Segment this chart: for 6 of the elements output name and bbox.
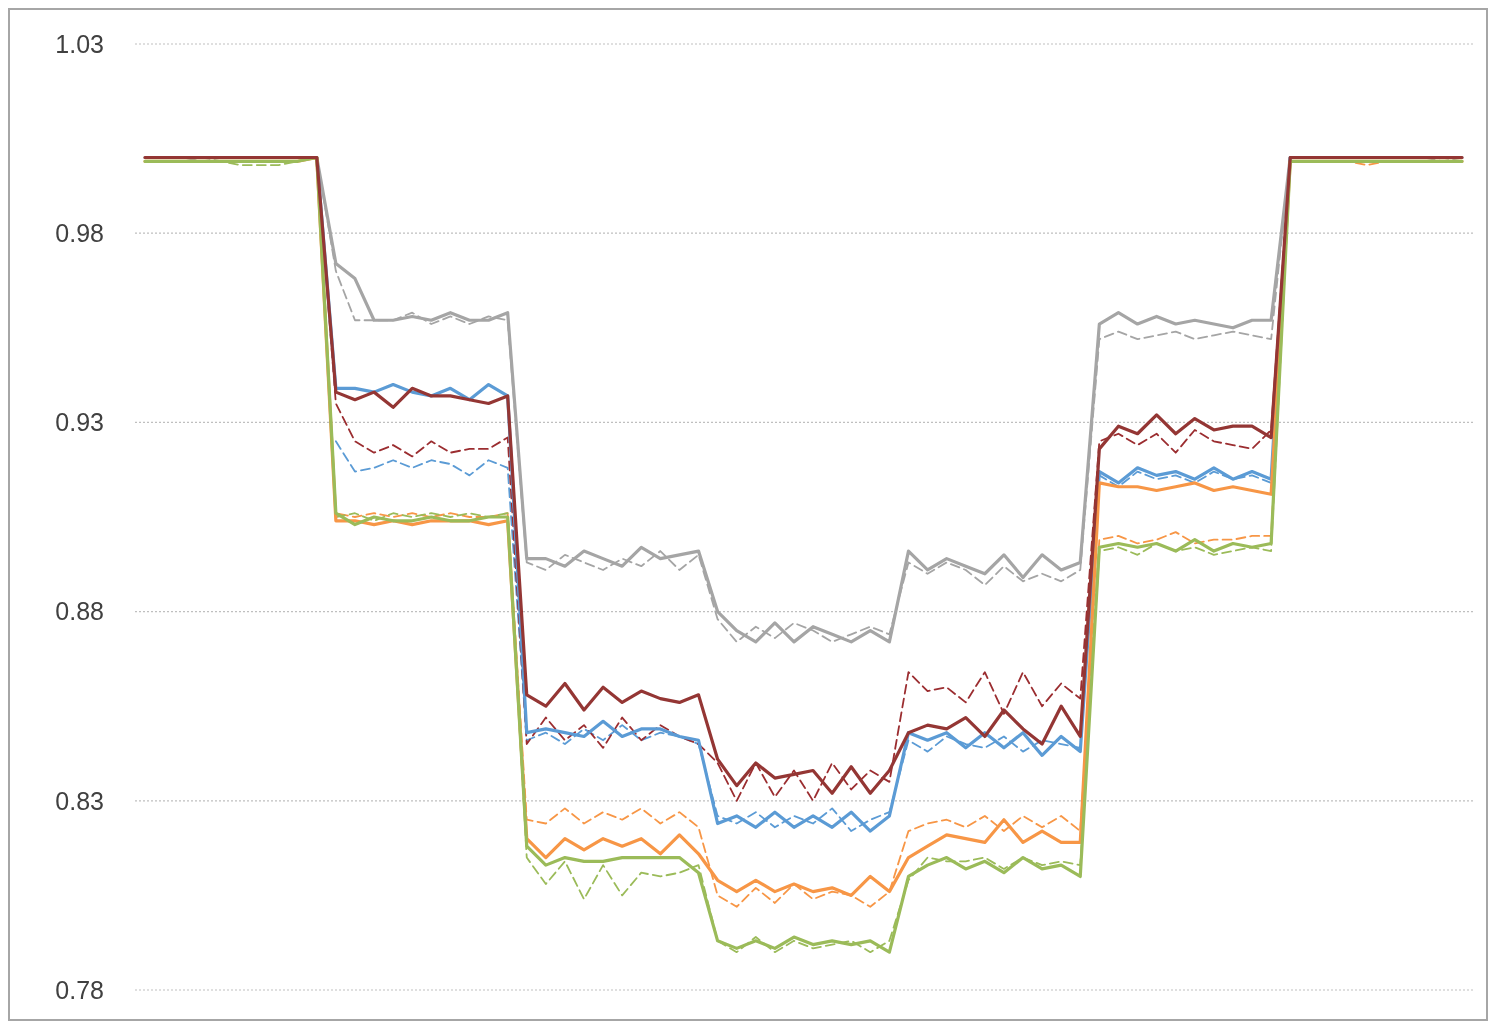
y-tick-label: 0.78	[55, 975, 104, 1004]
y-tick-label: 0.93	[55, 408, 104, 437]
y-tick-label: 1.03	[55, 29, 104, 58]
y-tick-label: 0.98	[55, 218, 104, 247]
y-tick-label: 0.88	[55, 597, 104, 626]
y-tick-label: 0.83	[55, 786, 104, 815]
